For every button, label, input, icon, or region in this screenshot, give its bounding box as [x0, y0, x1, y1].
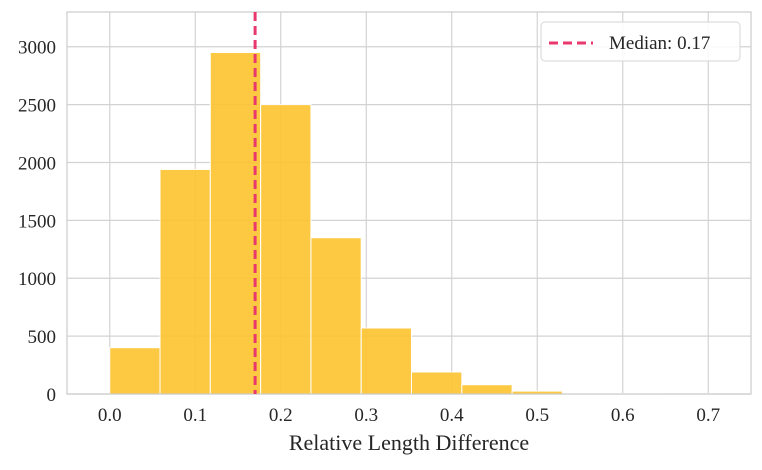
x-tick-label: 0.1	[183, 405, 207, 426]
bars	[109, 52, 714, 395]
legend: Median: 0.17	[540, 21, 741, 62]
y-tick-label: 3000	[18, 38, 56, 59]
histogram-bar	[410, 371, 463, 395]
x-axis-label: Relative Length Difference	[289, 430, 529, 455]
histogram-bar	[360, 327, 412, 395]
x-tick-labels: 0.0 0.1 0.2 0.3 0.4 0.5 0.6 0.7	[98, 405, 720, 426]
histogram-bar	[461, 384, 513, 395]
x-tick-label: 0.4	[440, 405, 464, 426]
y-tick-labels: 0 500 1000 1500 2000 2500 3000	[18, 38, 56, 406]
x-tick-label: 0.3	[354, 405, 378, 426]
histogram-bar	[260, 104, 312, 395]
y-tick-label: 500	[28, 327, 57, 348]
x-tick-label: 0.6	[611, 405, 635, 426]
plot-frame	[66, 11, 752, 395]
histogram-bar	[109, 347, 161, 395]
x-tick-label: 0.7	[696, 405, 720, 426]
histogram-bar	[209, 52, 262, 395]
legend-box	[540, 21, 741, 62]
x-tick-label: 0.2	[269, 405, 293, 426]
histogram-bar	[310, 237, 362, 395]
x-tick-label: 0.0	[98, 405, 122, 426]
y-tick-label: 1000	[18, 269, 56, 290]
histogram-bar	[159, 168, 211, 395]
y-tick-label: 2500	[18, 96, 56, 117]
y-tick-label: 2000	[18, 153, 56, 174]
y-tick-label: 1500	[18, 211, 56, 232]
y-tick-label: 0	[47, 385, 57, 406]
legend-label: Median: 0.17	[609, 33, 710, 54]
x-tick-label: 0.5	[525, 405, 549, 426]
